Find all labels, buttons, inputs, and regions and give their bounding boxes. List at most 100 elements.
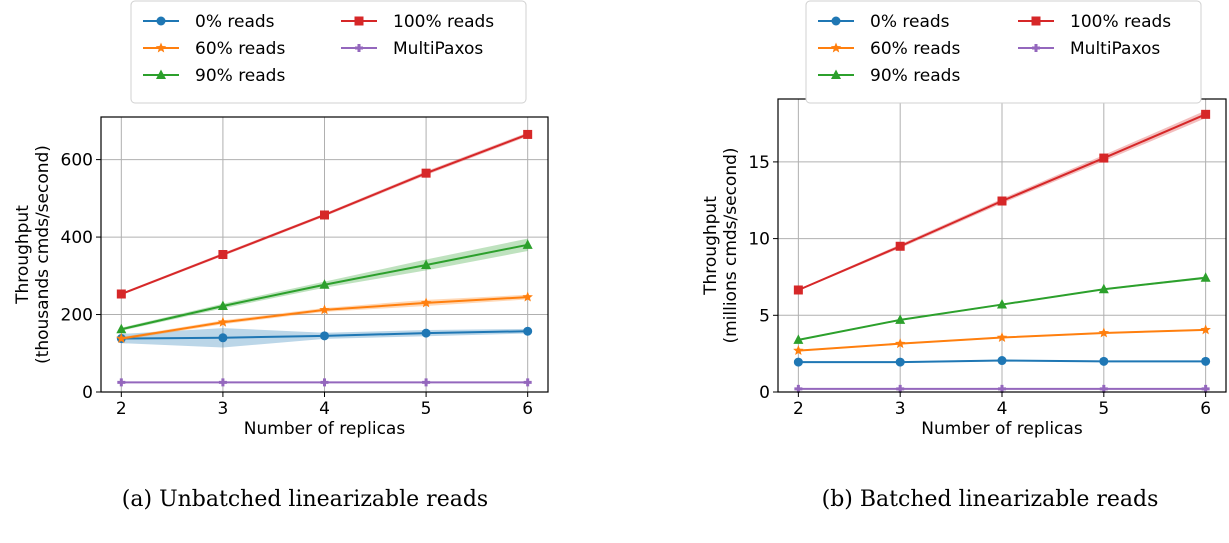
data-point xyxy=(997,356,1007,366)
data-point xyxy=(1201,384,1210,393)
legend-marker xyxy=(355,44,363,52)
legend: 0% reads 60% reads 90% reads 100% reads Mult… xyxy=(805,0,1202,104)
data-point xyxy=(997,196,1007,206)
x-tick-label: 4 xyxy=(319,399,330,419)
data-point xyxy=(894,338,906,349)
data-point xyxy=(320,331,329,341)
data-point xyxy=(1098,327,1110,338)
y-axis-label-line1: Throughput xyxy=(13,205,33,305)
data-point xyxy=(1200,324,1211,335)
legend-marker xyxy=(354,16,364,26)
data-point xyxy=(523,129,533,139)
y-tick-label: 400 xyxy=(61,228,93,248)
y-tick-label: 200 xyxy=(61,306,93,326)
data-point xyxy=(896,384,905,393)
series-60-reads xyxy=(116,291,533,343)
x-tick-label: 2 xyxy=(793,399,804,419)
data-point xyxy=(522,291,533,302)
data-point xyxy=(1098,283,1109,294)
data-point xyxy=(422,378,431,387)
data-point xyxy=(523,326,533,336)
legend-marker xyxy=(1031,16,1041,26)
series-0-reads xyxy=(793,356,1211,367)
data-point xyxy=(793,334,804,344)
data-point xyxy=(319,279,330,289)
data-point xyxy=(895,314,906,324)
y-tick-label: 10 xyxy=(748,230,770,250)
y-tick-label: 600 xyxy=(61,151,93,171)
data-point xyxy=(895,241,905,251)
legend-label: 100% reads xyxy=(1070,12,1171,32)
data-point xyxy=(320,210,329,220)
data-point xyxy=(522,239,533,249)
legend-marker xyxy=(830,42,842,53)
legend-label: 0% reads xyxy=(870,12,950,32)
series-multipaxos xyxy=(794,384,1210,393)
data-point xyxy=(218,378,227,387)
legend-marker xyxy=(156,69,166,79)
data-point xyxy=(116,333,127,343)
series-100-reads xyxy=(116,129,533,299)
data-point xyxy=(421,168,431,178)
x-tick-label: 3 xyxy=(217,399,228,419)
data-point xyxy=(420,297,432,308)
data-point xyxy=(320,378,329,387)
legend: 0% reads 60% reads 90% reads 100% reads Mult… xyxy=(130,0,527,104)
data-point xyxy=(523,378,532,387)
caption: (b) Batched linearizable reads xyxy=(822,487,1159,512)
x-tick-label: 2 xyxy=(116,399,127,419)
y-axis-label: Throughput(millions cmds/second) xyxy=(701,147,741,343)
data-point xyxy=(997,299,1007,309)
series-60-reads xyxy=(793,324,1211,356)
series-100-reads xyxy=(793,109,1211,295)
chart-unbatched: 2 3 4 5 6 0 200 400 600 Number of replicas Through… xyxy=(13,0,549,512)
y-axis-label-line1: Throughput xyxy=(701,196,721,296)
x-tick-label: 6 xyxy=(522,399,533,419)
legend-marker xyxy=(831,69,841,79)
legend-marker xyxy=(155,42,167,53)
data-point xyxy=(1099,356,1109,366)
legend-marker xyxy=(1032,44,1040,52)
legend-label: 100% reads xyxy=(393,12,494,32)
x-tick-label: 3 xyxy=(895,399,906,419)
data-point xyxy=(1201,109,1211,119)
legend-label: 60% reads xyxy=(870,39,960,59)
legend-box xyxy=(805,0,1202,104)
y-tick-label: 15 xyxy=(748,153,770,173)
y-axis-label-line2: (thousands cmds/second) xyxy=(33,145,53,364)
y-axis-label-line2: (millions cmds/second) xyxy=(721,147,741,343)
x-axis-label: Number of replicas xyxy=(921,419,1083,439)
legend-marker xyxy=(156,16,166,26)
x-tick-label: 5 xyxy=(421,399,432,419)
data-point xyxy=(116,289,126,299)
data-point xyxy=(998,384,1006,393)
data-point xyxy=(1099,153,1109,163)
data-point xyxy=(421,328,431,338)
data-point xyxy=(319,304,330,315)
legend-label: 60% reads xyxy=(195,39,285,59)
data-point xyxy=(117,378,126,387)
data-point xyxy=(1201,356,1211,366)
x-tick-label: 6 xyxy=(1200,399,1211,419)
data-point xyxy=(218,333,228,343)
data-point xyxy=(217,316,229,327)
data-point xyxy=(793,285,803,295)
series-90-reads xyxy=(116,238,533,334)
series-multipaxos xyxy=(117,378,532,387)
data-point xyxy=(996,332,1008,342)
data-point xyxy=(1200,272,1211,282)
data-point xyxy=(895,357,905,367)
data-point xyxy=(793,357,803,367)
legend-label: MultiPaxos xyxy=(393,39,483,59)
data-point xyxy=(1099,384,1108,393)
y-tick-label: 0 xyxy=(759,383,770,403)
data-point xyxy=(218,250,228,259)
data-point xyxy=(421,259,432,269)
legend-box xyxy=(130,0,527,104)
legend-label: MultiPaxos xyxy=(1070,39,1160,59)
x-tick-label: 4 xyxy=(997,399,1008,419)
legend-marker xyxy=(831,16,841,26)
x-tick-label: 5 xyxy=(1098,399,1109,419)
